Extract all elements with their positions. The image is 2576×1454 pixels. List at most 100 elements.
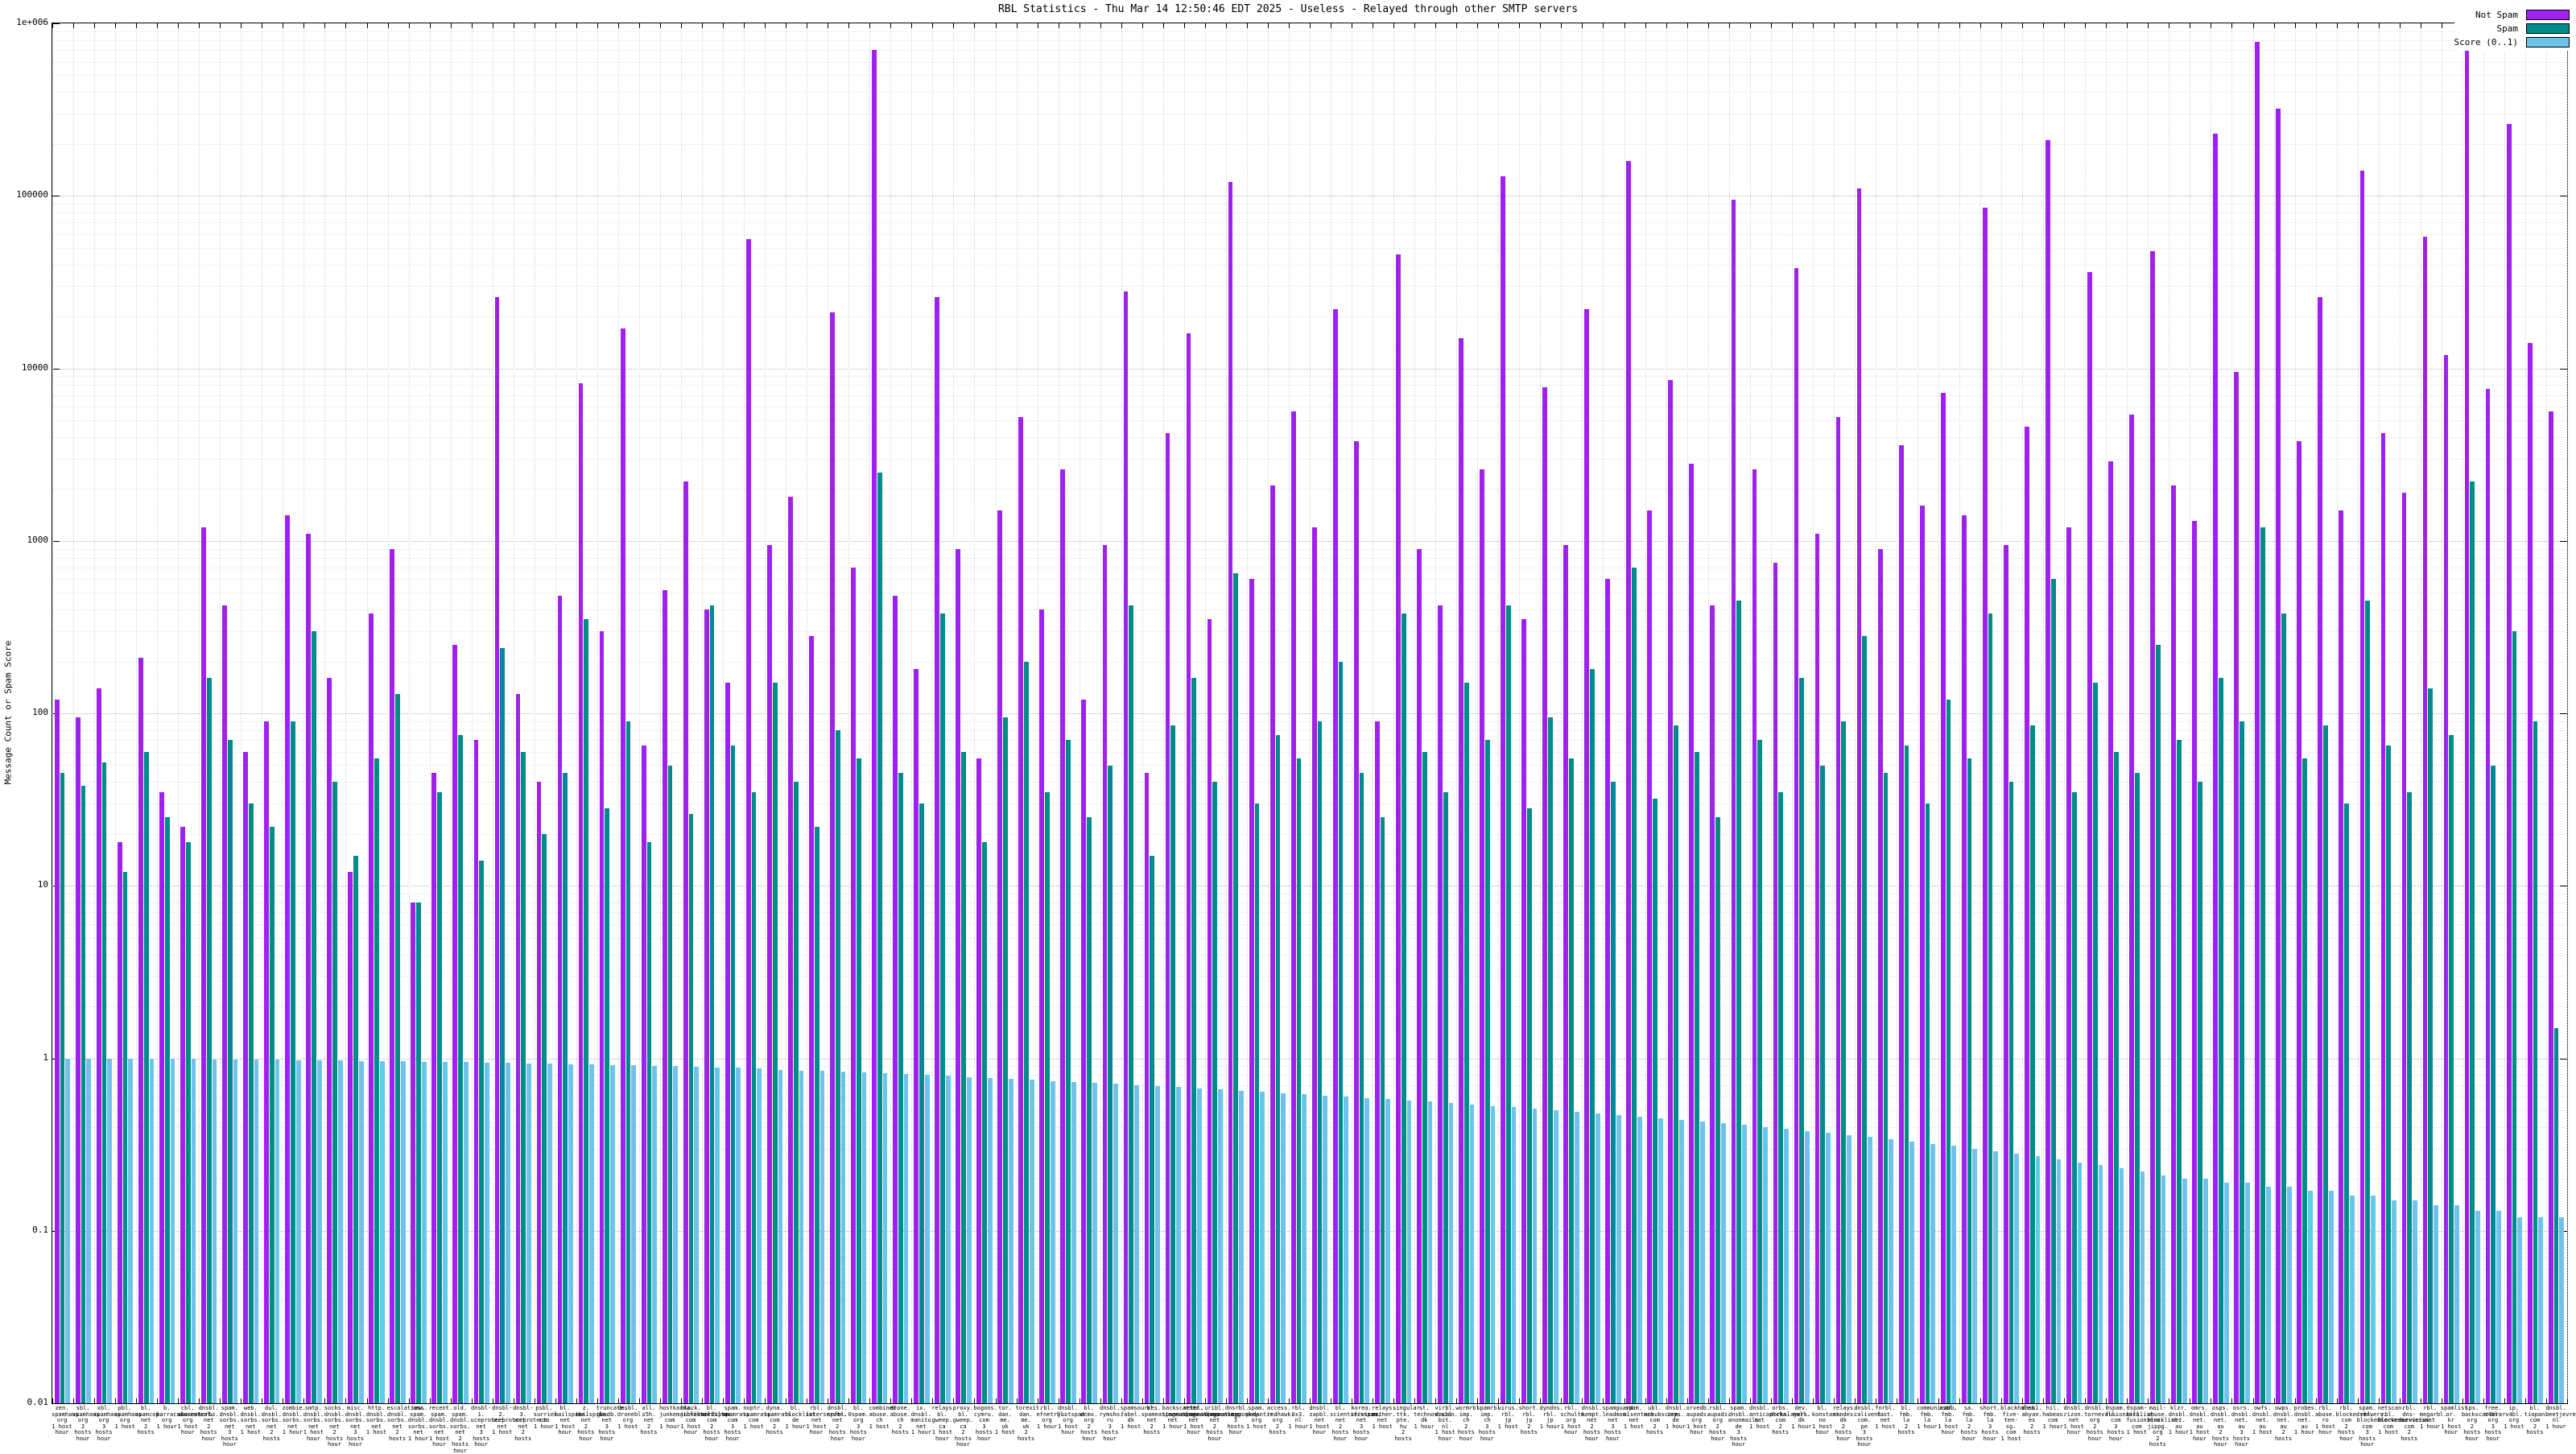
bar-spam — [1569, 758, 1574, 1403]
x-tick-mark — [1833, 23, 1835, 28]
x-tick-mark — [1812, 23, 1814, 28]
bar-spam — [2155, 644, 2161, 1403]
x-tick-label: orbs. dorkslayers. com 2 hosts — [1769, 1405, 1811, 1435]
bar-not-spam — [788, 497, 793, 1403]
bar-not-spam — [2129, 414, 2134, 1403]
x-tick-mark — [2504, 1398, 2505, 1403]
gridline-v — [1414, 23, 1416, 1403]
bar-spam — [101, 762, 107, 1403]
bar-not-spam — [1018, 417, 1024, 1403]
bar-score — [1092, 1083, 1097, 1403]
gridline-v — [1267, 23, 1269, 1403]
bar-not-spam — [1919, 506, 1925, 1403]
bar-score — [1323, 1095, 1328, 1403]
x-tick-label: fnrbl. fast. net 1 host — [1875, 1405, 1896, 1430]
bar-score — [819, 1070, 825, 1403]
bar-spam — [1045, 791, 1050, 1403]
bar-group — [1980, 23, 2001, 1403]
x-tick-label: black. junkemailfilter. com 1 host hour — [680, 1405, 735, 1435]
gridline-v — [1791, 23, 1793, 1403]
gridline-v — [702, 23, 704, 1403]
bar-spam — [1883, 773, 1889, 1403]
x-tick-mark — [1288, 23, 1290, 28]
x-tick-mark — [429, 23, 431, 28]
x-tick-mark — [1980, 23, 1982, 28]
x-tick-label: dyna. spamrats. com 2 hosts — [764, 1405, 795, 1435]
bar-not-spam — [2527, 343, 2533, 1403]
bar-score — [1993, 1150, 1999, 1403]
x-tick-mark — [1246, 23, 1248, 28]
x-tick-label: psbl. surriel. com 1 hour — [533, 1405, 561, 1430]
gridline-v — [2336, 23, 2338, 1403]
bar-group — [451, 23, 472, 1403]
x-tick-mark — [1603, 23, 1604, 28]
bar-spam — [2344, 803, 2350, 1403]
x-tick-label: dnsbl. calivent. com. pe 3 hosts hour — [1853, 1405, 1885, 1448]
gridline-v — [2252, 23, 2254, 1403]
x-tick-mark — [1498, 1398, 1500, 1403]
bar-group — [1184, 23, 1205, 1403]
x-tick-label: uribl. spameatingmonkey. net 2 hosts hou… — [1203, 1405, 1262, 1442]
x-tick-mark — [94, 23, 96, 28]
x-tick-mark — [2106, 1398, 2107, 1403]
x-tick-mark — [744, 23, 745, 28]
x-tick-mark — [723, 23, 724, 28]
bar-not-spam — [578, 382, 584, 1403]
bar-not-spam — [515, 693, 521, 1403]
x-tick-mark — [178, 23, 180, 28]
x-tick-mark — [1100, 23, 1101, 28]
bar-group — [1289, 23, 1310, 1403]
x-tick-label: misc. dnsbl. sorbs. net 3 hosts hour — [345, 1405, 366, 1448]
gridline-v — [73, 23, 75, 1403]
x-tick-label: dnsbl-3. uceprotect. net 2 hosts — [512, 1405, 551, 1442]
x-tick-mark — [953, 23, 955, 28]
x-tick-mark — [303, 1398, 305, 1403]
bar-not-spam — [306, 533, 312, 1403]
x-tick-label: korea. services. net 3 hosts hour — [1351, 1405, 1381, 1442]
bar-group — [1792, 23, 1813, 1403]
bar-group — [535, 23, 555, 1403]
bar-score — [757, 1068, 762, 1403]
bar-spam — [2071, 791, 2077, 1403]
x-tick-mark — [659, 1398, 661, 1403]
x-tick-mark — [1204, 1398, 1206, 1403]
bar-group — [367, 23, 388, 1403]
bar-score — [1826, 1133, 1831, 1403]
bar-not-spam — [494, 296, 500, 1403]
x-tick-mark — [2043, 1398, 2045, 1403]
bar-not-spam — [724, 683, 730, 1403]
bar-group — [52, 23, 73, 1403]
bar-not-spam — [2359, 170, 2365, 1403]
bar-spam — [1108, 765, 1113, 1403]
bar-spam — [1736, 601, 1742, 1403]
gridline-v — [1456, 23, 1458, 1403]
bar-not-spam — [704, 609, 709, 1403]
bar-score — [400, 1061, 406, 1403]
bar-group — [1876, 23, 1897, 1403]
bar-group — [2274, 23, 2295, 1403]
x-tick-label: hil. habeas. com 1 hour — [2042, 1405, 2066, 1430]
bar-not-spam — [222, 605, 227, 1403]
bar-group — [514, 23, 535, 1403]
bar-not-spam — [1081, 700, 1087, 1403]
bar-group — [1834, 23, 1855, 1403]
x-tick-mark — [73, 1398, 75, 1403]
bar-not-spam — [1102, 544, 1108, 1403]
x-tick-mark — [597, 23, 598, 28]
bar-group — [1771, 23, 1792, 1403]
bar-score — [1532, 1109, 1538, 1403]
x-tick-mark — [1770, 1398, 1772, 1403]
bar-group — [2190, 23, 2211, 1403]
bar-score — [1595, 1113, 1600, 1403]
bar-group — [303, 23, 324, 1403]
x-tick-label: old. spam. dnsbl. sorbs. net 2 hosts hou… — [449, 1405, 471, 1454]
bar-score — [2559, 1216, 2565, 1403]
gridline-v — [1980, 23, 1982, 1403]
x-tick-label: rbl. dns-servicios. com 2 hosts — [2398, 1405, 2433, 1442]
x-tick-mark — [2106, 23, 2107, 28]
bar-not-spam — [2171, 485, 2176, 1403]
bar-group — [430, 23, 451, 1403]
x-tick-mark — [115, 1398, 117, 1403]
bar-not-spam — [1480, 469, 1484, 1403]
bar-not-spam — [872, 50, 877, 1403]
